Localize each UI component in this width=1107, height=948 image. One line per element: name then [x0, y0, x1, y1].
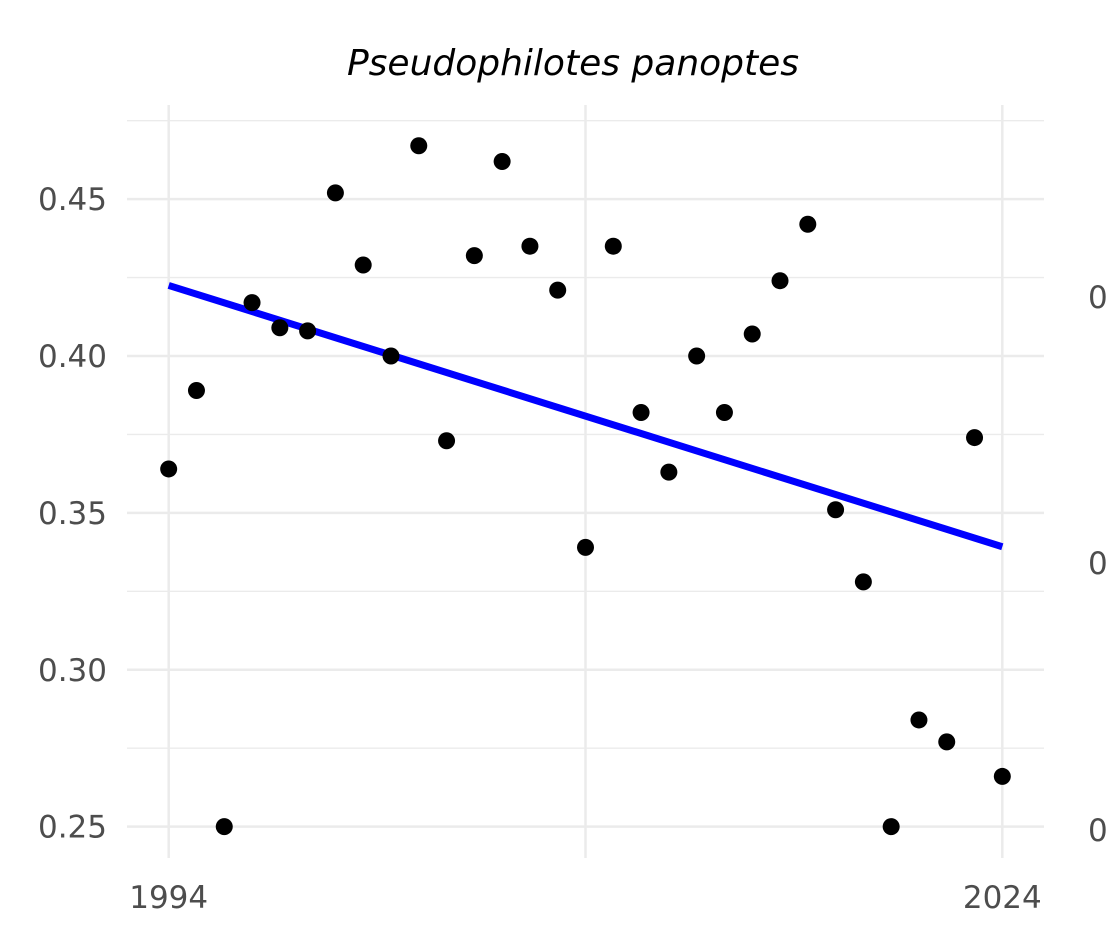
- data-point: [410, 137, 428, 155]
- x-axis-tick-labels: 1994 2024: [129, 880, 1042, 916]
- data-point: [938, 733, 956, 751]
- y-tick-label: 0.40: [38, 339, 107, 375]
- data-point: [743, 325, 761, 343]
- y-tick-label: 0.45: [38, 182, 107, 218]
- y-tick-label: 0.30: [38, 653, 107, 689]
- data-point: [271, 319, 289, 337]
- data-point: [715, 403, 733, 421]
- data-point: [382, 347, 400, 365]
- data-point: [549, 281, 567, 299]
- data-point: [660, 463, 678, 481]
- data-point: [910, 711, 928, 729]
- data-point: [215, 818, 233, 836]
- data-point: [577, 538, 594, 556]
- data-point: [688, 347, 706, 365]
- data-point: [354, 256, 372, 274]
- right-axis-label: 0: [1088, 813, 1107, 849]
- data-point: [465, 247, 483, 265]
- data-point: [854, 573, 872, 591]
- right-axis-labels: 0 0 0: [1088, 280, 1107, 849]
- data-point: [160, 460, 178, 478]
- right-axis-label: 0: [1088, 546, 1107, 582]
- data-point: [187, 382, 205, 400]
- data-point: [966, 429, 984, 447]
- data-point: [438, 432, 456, 450]
- data-point: [993, 767, 1011, 785]
- data-point: [243, 294, 261, 312]
- x-tick-label: 1994: [129, 880, 208, 916]
- data-point: [521, 237, 539, 255]
- data-point: [326, 184, 344, 202]
- data-point: [299, 322, 317, 340]
- grid: [127, 105, 1044, 858]
- data-points: [160, 137, 1011, 836]
- y-tick-label: 0.35: [38, 496, 107, 532]
- data-point: [632, 403, 650, 421]
- data-point: [799, 215, 817, 233]
- data-point: [493, 152, 511, 170]
- y-axis-tick-labels: 0.25 0.30 0.35 0.40 0.45: [38, 182, 107, 846]
- chart-title: Pseudophilotes panoptes: [347, 43, 799, 84]
- y-tick-label: 0.25: [38, 810, 107, 846]
- data-point: [604, 237, 622, 255]
- x-tick-label: 2024: [963, 880, 1042, 916]
- data-point: [827, 501, 845, 519]
- right-axis-label: 0: [1088, 280, 1107, 316]
- data-point: [882, 818, 900, 836]
- data-point: [771, 272, 789, 290]
